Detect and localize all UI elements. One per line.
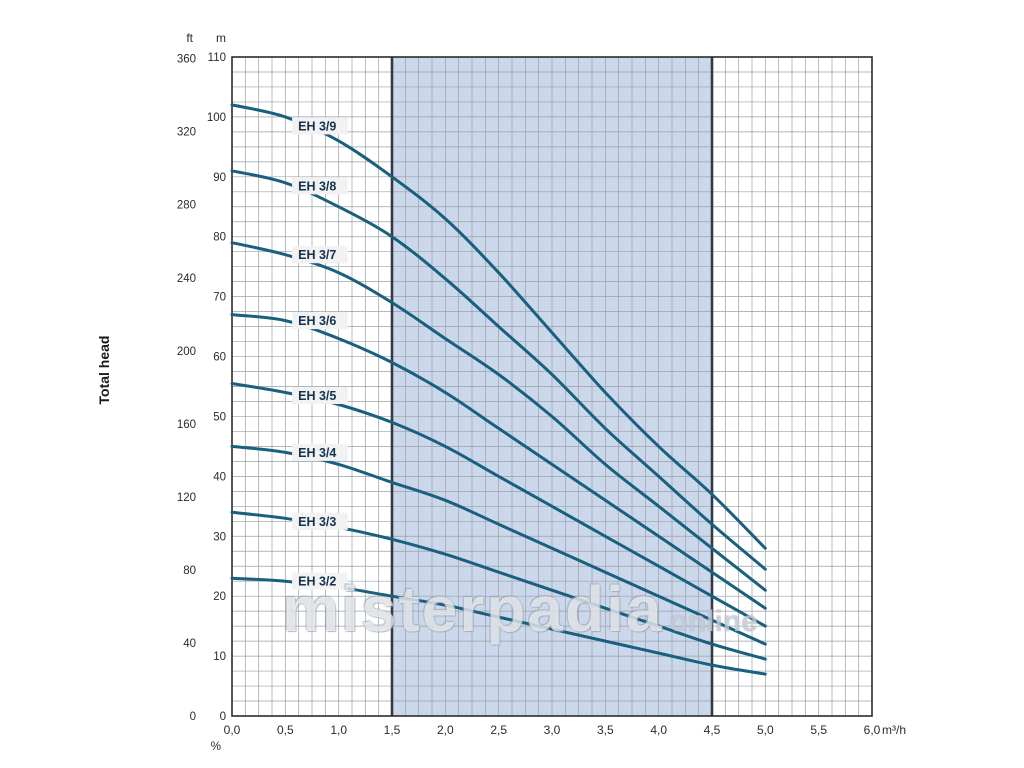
y-tick-m: 30 — [213, 531, 226, 543]
curve-label-bg — [292, 117, 348, 135]
curve-label: EH 3/7 — [298, 248, 336, 262]
x-tick: 2,0 — [437, 723, 454, 737]
x-tick: 2,5 — [490, 723, 507, 737]
curve-label-bg — [292, 246, 348, 264]
y-tick-ft: 360 — [177, 54, 196, 66]
pump-curve-eh-3-6 — [230, 313, 767, 610]
y-unit-m: m — [216, 31, 226, 45]
y-tick-ft: 0 — [190, 711, 196, 723]
curve-label: EH 3/3 — [298, 515, 336, 529]
x-tick: 5,5 — [810, 723, 827, 737]
x-tick: 0,5 — [277, 723, 294, 737]
x-tick: 1,5 — [384, 723, 401, 737]
y-tick-m: 110 — [208, 52, 226, 64]
y-tick-m: 70 — [213, 292, 226, 304]
x-tick: 4,5 — [704, 723, 721, 737]
x-tick: 6,0 — [864, 723, 881, 737]
curve-label: EH 3/9 — [298, 119, 336, 133]
y-tick-ft: 280 — [177, 200, 196, 212]
y-tick-ft: 40 — [183, 638, 196, 650]
x-tick: 5,0 — [757, 723, 774, 737]
curve-label-bg — [292, 572, 348, 590]
y-tick-m: 100 — [207, 112, 226, 124]
y-tick-m: 0 — [220, 711, 226, 723]
y-tick-m: 60 — [213, 352, 226, 364]
y-tick-m: 90 — [213, 172, 226, 184]
y-tick-m: 50 — [213, 411, 226, 423]
curve-label: EH 3/5 — [298, 389, 336, 403]
curve-label: EH 3/6 — [298, 314, 336, 328]
y-tick-ft: 80 — [183, 565, 196, 577]
plot-frame — [231, 56, 873, 717]
x-tick: 1,0 — [330, 723, 347, 737]
curve-label: EH 3/2 — [298, 575, 336, 589]
y-tick-m: 80 — [213, 232, 226, 244]
y-tick-m: 40 — [213, 471, 226, 483]
y-tick-ft: 320 — [177, 127, 196, 139]
curve-label: EH 3/4 — [298, 446, 336, 460]
curve-label-bg — [292, 386, 348, 404]
y-tick-ft: 200 — [177, 346, 196, 358]
curve-label-bg — [292, 512, 348, 530]
y-tick-ft: 160 — [177, 419, 196, 431]
pump-curve-eh-3-7 — [230, 241, 767, 592]
y-tick-ft: 120 — [177, 492, 196, 504]
pump-curve-eh-3-8 — [230, 169, 767, 571]
y-tick-m: 20 — [213, 591, 226, 603]
pump-curve-eh-3-9 — [230, 103, 767, 550]
percent-label: % — [211, 741, 221, 753]
curve-label-bg — [292, 312, 348, 330]
y-tick-ft: 240 — [177, 273, 196, 285]
x-tick: 3,0 — [544, 723, 561, 737]
x-tick: 3,5 — [597, 723, 614, 737]
x-tick: 4,0 — [650, 723, 667, 737]
curve-label: EH 3/8 — [298, 179, 336, 193]
y-unit-ft: ft — [186, 31, 193, 45]
curve-label-bg — [292, 443, 348, 461]
x-tick: 0,0 — [224, 723, 241, 737]
y-tick-m: 10 — [213, 651, 226, 663]
x-unit-label: m³/h — [882, 723, 906, 737]
curve-label-bg — [292, 177, 348, 195]
